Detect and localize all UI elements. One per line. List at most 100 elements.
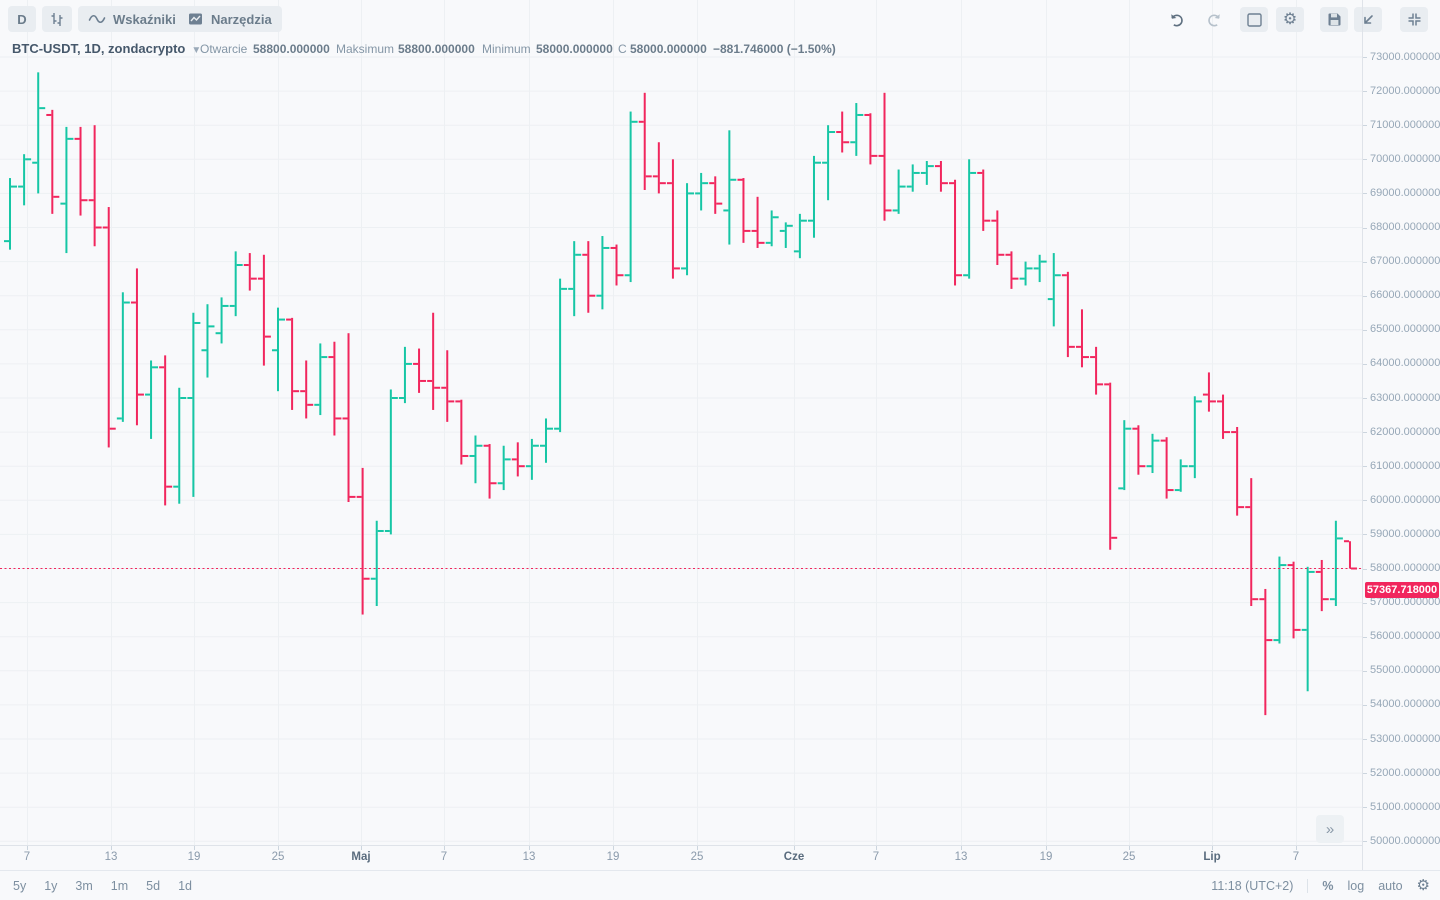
price-axis-tick <box>1363 670 1367 672</box>
price-axis-tick <box>1363 807 1367 809</box>
symbol-title[interactable]: BTC-USDT, 1D, zondacrypto ▼ <box>12 41 201 56</box>
interval-button[interactable]: D <box>8 6 36 32</box>
time-axis-label: 7 <box>872 851 880 863</box>
price-axis-label: 73000.000000 <box>1370 50 1440 63</box>
templates-button[interactable] <box>1240 7 1268 32</box>
time-axis-tick <box>697 846 698 850</box>
chart-settings-button[interactable]: ⚙ <box>1276 7 1304 32</box>
price-axis-tick <box>1363 534 1367 536</box>
time-axis-label: Maj <box>351 851 371 863</box>
redo-icon <box>1208 13 1220 26</box>
price-axis-label: 72000.000000 <box>1370 84 1440 97</box>
time-axis-label: 19 <box>1039 851 1053 863</box>
close-label: C <box>618 42 627 56</box>
time-axis-tick <box>111 846 112 850</box>
close-value: 58000.000000 <box>630 42 707 56</box>
price-axis-tick <box>1363 363 1367 365</box>
bottom-status-bar: 5y 1y 3m 1m 5d 1d 11:18 (UTC+2) % log auto ⚙ <box>0 870 1440 900</box>
time-axis-label: 19 <box>606 851 620 863</box>
range-button-1m[interactable]: 1m <box>104 876 135 896</box>
time-axis-tick <box>1046 846 1047 850</box>
time-axis[interactable]: 7 13 19 25 Maj 7 13 19 25 Cze 7 13 19 25 Lip 7 <box>0 845 1362 870</box>
range-button-1y[interactable]: 1y <box>37 876 64 896</box>
percent-scale-toggle[interactable]: % <box>1322 878 1334 893</box>
time-axis-label: 7 <box>1292 851 1300 863</box>
price-axis-label: 56000.000000 <box>1370 630 1440 643</box>
auto-scale-toggle[interactable]: auto <box>1378 878 1403 893</box>
save-icon <box>1328 13 1340 26</box>
chart-legend: BTC-USDT, 1D, zondacrypto ▼ Otwarcie 5880… <box>0 41 1360 59</box>
price-axis-label: 65000.000000 <box>1370 323 1440 336</box>
price-axis-label: 61000.000000 <box>1370 459 1440 472</box>
range-button-3m[interactable]: 3m <box>68 876 99 896</box>
time-axis-tick <box>876 846 877 850</box>
price-axis-tick <box>1363 602 1367 604</box>
time-axis-tick <box>194 846 195 850</box>
time-axis-tick <box>444 846 445 850</box>
price-axis-label: 62000.000000 <box>1370 425 1440 438</box>
price-axis-label: 71000.000000 <box>1370 118 1440 131</box>
log-scale-toggle[interactable]: log <box>1347 878 1365 893</box>
time-axis-tick <box>794 846 795 850</box>
time-axis-label: 13 <box>954 851 968 863</box>
scroll-right-button[interactable]: » <box>1316 815 1344 843</box>
price-axis-label: 60000.000000 <box>1370 493 1440 506</box>
low-label: Minimum <box>482 42 531 56</box>
time-axis-label: 7 <box>23 851 31 863</box>
range-button-1d[interactable]: 1d <box>171 876 199 896</box>
price-axis-tick <box>1363 432 1367 434</box>
gear-icon[interactable]: ⚙ <box>1416 877 1430 894</box>
undo-icon <box>1171 13 1183 26</box>
price-axis-tick <box>1363 704 1367 706</box>
price-axis-tick <box>1363 773 1367 775</box>
time-axis-tick <box>1212 846 1213 850</box>
price-axis-label: 69000.000000 <box>1370 186 1440 199</box>
price-axis-tick <box>1363 466 1367 468</box>
rectangle-icon <box>1246 12 1262 27</box>
divider <box>1307 878 1309 893</box>
price-axis-label: 67000.000000 <box>1370 255 1440 268</box>
time-axis-label: 19 <box>187 851 201 863</box>
price-axis-label: 66000.000000 <box>1370 289 1440 302</box>
bar-style-button[interactable] <box>42 6 72 32</box>
undo-button[interactable] <box>1163 7 1191 32</box>
price-chart-canvas[interactable] <box>0 0 1362 845</box>
indicators-button[interactable]: Wskaźniki <box>78 6 186 32</box>
range-button-5y[interactable]: 5y <box>6 876 33 896</box>
price-axis-tick <box>1363 568 1367 570</box>
time-axis-label: 13 <box>522 851 536 863</box>
time-axis-label: 25 <box>271 851 285 863</box>
fullscreen-exit-button[interactable] <box>1400 7 1428 32</box>
price-axis-tick <box>1363 398 1367 399</box>
price-axis-label: 50000.000000 <box>1370 834 1440 847</box>
price-axis-tick <box>1363 227 1367 229</box>
scale-reset-button[interactable] <box>1354 7 1382 32</box>
time-axis-label: 25 <box>690 851 704 863</box>
top-toolbar: D Wskaźniki Narzędzia <box>0 0 1440 38</box>
price-axis-label: 63000.000000 <box>1370 391 1440 404</box>
high-value: 58800.000000 <box>398 42 475 56</box>
price-axis-label: 57000.000000 <box>1370 596 1440 609</box>
price-axis-label: 55000.000000 <box>1370 664 1440 677</box>
save-button[interactable] <box>1320 7 1348 32</box>
price-axis-tick <box>1363 329 1367 331</box>
price-axis-label: 52000.000000 <box>1370 766 1440 779</box>
gear-icon: ⚙ <box>1282 10 1298 28</box>
range-button-5d[interactable]: 5d <box>139 876 167 896</box>
redo-button[interactable] <box>1200 7 1228 32</box>
price-axis-tick <box>1363 125 1367 127</box>
time-axis-tick <box>361 846 362 850</box>
price-axis[interactable]: 73000.000000 72000.000000 71000.000000 7000… <box>1362 0 1440 870</box>
price-axis-tick <box>1363 91 1367 93</box>
time-axis-label: 25 <box>1122 851 1136 863</box>
price-axis-label: 51000.000000 <box>1370 800 1440 813</box>
last-price-tag: 57367.718000 <box>1365 582 1439 599</box>
time-axis-tick <box>529 846 530 850</box>
chart-tools-icon <box>189 13 202 25</box>
clock[interactable]: 11:18 (UTC+2) <box>1211 878 1294 893</box>
high-label: Maksimum <box>336 42 395 56</box>
tools-button[interactable]: Narzędzia <box>178 6 282 32</box>
time-axis-tick <box>961 846 962 850</box>
price-axis-tick <box>1363 159 1367 161</box>
chevron-down-icon: ▼ <box>191 45 202 56</box>
